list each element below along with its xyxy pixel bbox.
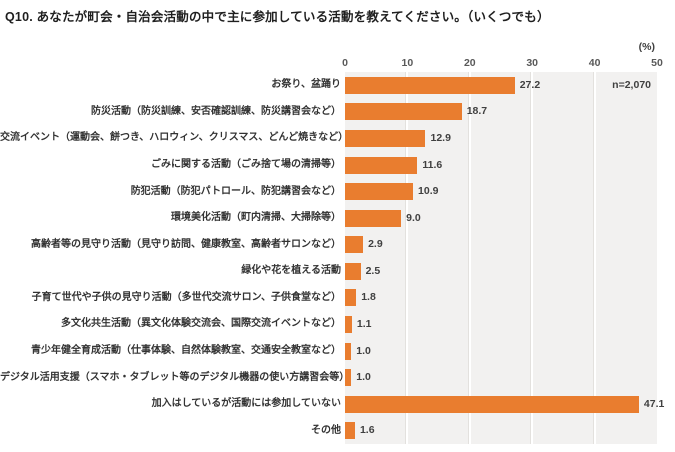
category-label: デジタル活用支援（スマホ・タブレット等のデジタル機器の使い方講習会等） xyxy=(0,371,350,383)
gridline xyxy=(593,72,596,444)
category-label: 青少年健全育成活動（仕事体験、自然体験教室、交通安全教室など） xyxy=(31,345,341,356)
bar-value-label: 10.9 xyxy=(418,185,439,198)
category-label: 子育て世代や子供の見守り活動（多世代交流サロン、子供食堂など） xyxy=(31,291,341,303)
sample-size-label: n=2,070 xyxy=(612,78,651,91)
category-label: その他 xyxy=(311,424,341,436)
bar-value-label: 27.2 xyxy=(519,78,541,91)
gridline xyxy=(406,72,409,444)
category-label: 加入はしているが活動には参加していない xyxy=(151,398,341,410)
category-label: 防災活動（防災訓練、安否確認訓練、防災講習会など） xyxy=(91,105,341,117)
bar-value-label: 2.9 xyxy=(368,238,383,251)
category-label: ごみに関する活動（ごみ捨て場の清掃等） xyxy=(151,159,341,170)
bar xyxy=(345,342,352,360)
bar xyxy=(345,369,352,387)
bar xyxy=(345,183,414,201)
bar-value-label: 9.0 xyxy=(406,211,421,224)
bar-value-label: 47.1 xyxy=(643,397,665,410)
bar xyxy=(345,236,364,254)
x-axis-tick-label: 50 xyxy=(651,57,663,69)
x-axis-tick-label: 20 xyxy=(463,57,476,69)
bar-value-label: 1.6 xyxy=(359,424,375,437)
x-axis-tick-label: 0 xyxy=(342,57,348,69)
bar xyxy=(345,129,426,147)
bar xyxy=(345,422,355,440)
gridline xyxy=(468,72,471,444)
bar xyxy=(345,262,361,280)
category-label: 防犯活動（防犯パトロール、防犯講習会など） xyxy=(130,185,341,197)
bar-value-label: 11.6 xyxy=(422,158,443,171)
bar-value-label: 1.1 xyxy=(356,317,372,330)
bar xyxy=(345,395,639,413)
bar-value-label: 1.0 xyxy=(356,371,371,384)
category-label: 環境美化活動（町内清掃、大掃除等） xyxy=(171,212,341,224)
x-axis-tick-label: 40 xyxy=(588,57,601,69)
bar-value-label: 2.5 xyxy=(365,264,381,277)
chart-title: Q10. あなたが町会・自治会活動の中で主に参加している活動を教えてください。（… xyxy=(5,10,550,24)
category-label: お祭り、盆踊り xyxy=(271,79,341,91)
bar xyxy=(345,315,352,333)
category-label: 交流イベント（運動会、餅つき、ハロウィン、クリスマス、どんど焼きなど） xyxy=(0,132,349,144)
category-label: 多文化共生活動（異文化体験交流会、国際交流イベントなど） xyxy=(61,318,341,330)
bar-value-label: 1.8 xyxy=(361,291,376,304)
x-axis-tick-label: 10 xyxy=(401,57,414,69)
gridline xyxy=(531,72,534,444)
bar xyxy=(345,156,418,174)
bar xyxy=(345,209,402,227)
category-label: 高齢者等の見守り活動（見守り訪問、健康教室、高齢者サロンなど） xyxy=(31,238,341,250)
percent-unit-label: (%) xyxy=(638,41,655,53)
plot-area: 27.2 18.7 12.9 11.6 10.9 9.0 2.9 2.5 1.8 1.1 1.0 1.… xyxy=(345,72,664,444)
bar-value-label: 1.0 xyxy=(356,344,371,357)
bar-value-label: 18.7 xyxy=(466,105,488,118)
bar xyxy=(345,103,462,121)
x-axis-tick-label: 30 xyxy=(526,57,539,69)
bar-value-label: 12.9 xyxy=(430,131,451,144)
bar xyxy=(345,289,357,307)
bar xyxy=(345,76,515,94)
category-label: 緑化や花を植える活動 xyxy=(241,265,341,277)
